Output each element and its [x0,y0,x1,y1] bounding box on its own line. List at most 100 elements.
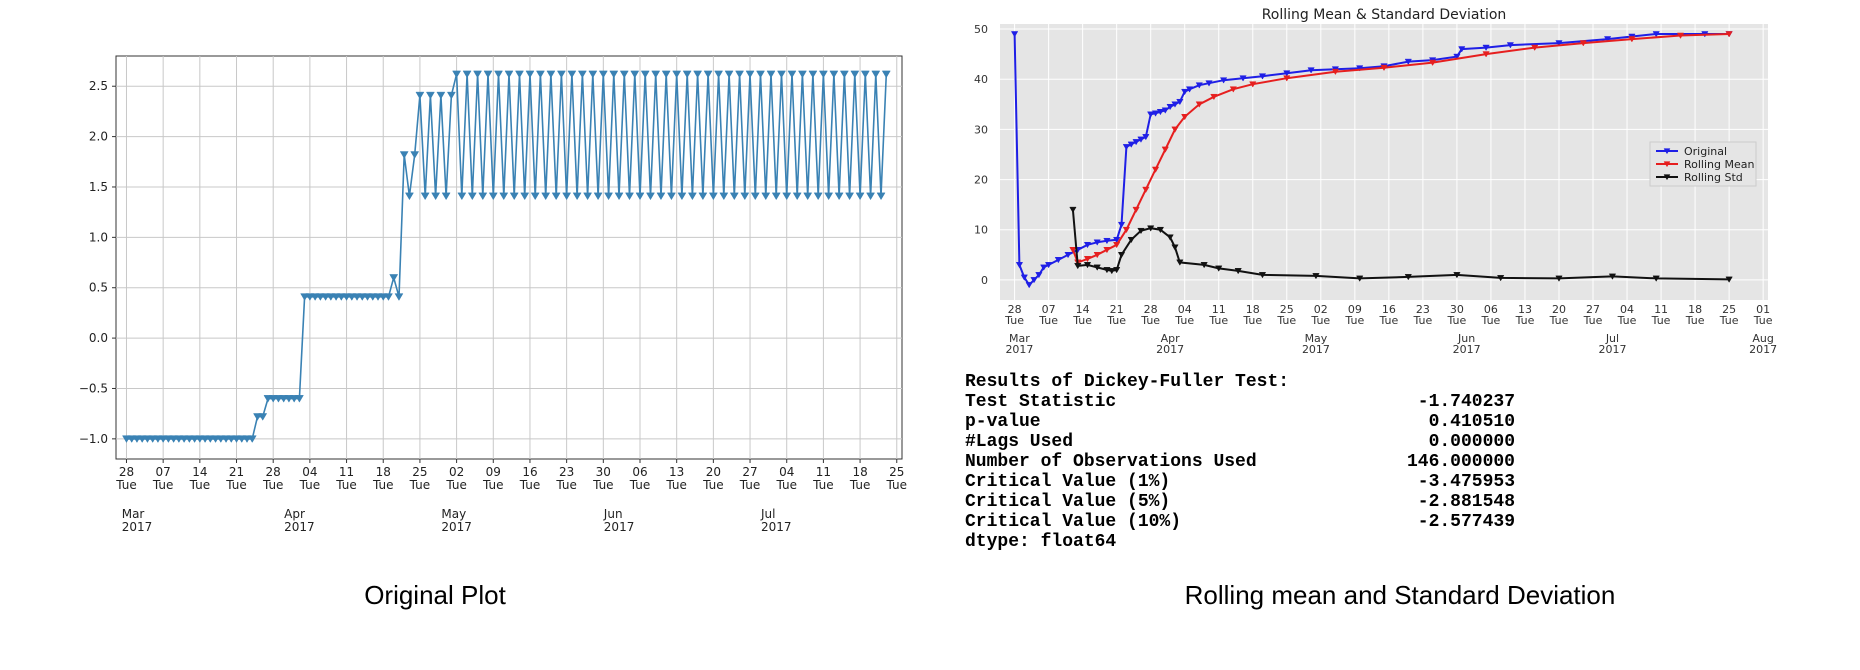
x-tick-weekday: Tue [1310,314,1330,327]
rolling-mean-marker [1628,36,1636,43]
x-tick-day: 16 [1382,303,1396,316]
original-plot-series [122,70,891,443]
original-plot-grid [116,56,902,459]
original-series-marker [593,192,603,201]
x-tick-weekday: Tue [482,478,504,492]
original-marker [1453,53,1461,60]
x-tick-weekday: Tue [665,478,687,492]
x-tick-weekday: Tue [372,478,394,492]
original-series-marker [703,70,713,79]
adf-row: Critical Value (10%) -2.577439 [965,512,1515,532]
original-series-marker [667,192,676,201]
original-marker [1103,237,1111,245]
x-year-label: 2017 [1156,343,1184,356]
original-series-marker [488,192,498,201]
x-year-label: 2017 [1598,343,1626,356]
rolling-std-marker [1404,274,1412,281]
original-series-marker [860,70,870,79]
original-series-marker [462,70,472,79]
x-tick-weekday: Tue [1344,314,1364,327]
original-series-marker [556,70,566,79]
original-plot-x-ticks: 28Tue07Tue14Tue21Tue28Tue04Tue11Tue18Tue… [115,459,907,534]
y-tick-label: 20 [974,174,988,187]
adf-row: Critical Value (5%) -2.881548 [965,492,1515,512]
adf-row-label: #Lags Used [965,432,1074,452]
x-month-label: Jun [1457,332,1475,345]
x-month-label: Mar [122,507,145,521]
x-tick-day: 20 [706,465,721,479]
original-series-marker [766,70,776,79]
x-tick-weekday: Tue [335,478,357,492]
original-series-marker [405,192,414,201]
original-marker [1054,257,1062,264]
y-tick-label: 0.5 [89,281,108,295]
x-tick-weekday: Tue [1174,314,1194,327]
original-marker [1015,262,1024,269]
x-tick-weekday: Tue [1617,314,1637,327]
original-marker [1122,144,1131,151]
rolling-mean-marker [1482,51,1490,58]
rolling-std-marker [1074,263,1082,270]
adf-title: Results of Dickey-Fuller Test: [965,372,1290,392]
original-series-marker [813,192,823,201]
rolling-std-marker [1166,234,1174,241]
original-series-marker [651,70,661,79]
x-tick-weekday: Tue [1140,314,1160,327]
rolling-mean-marker [1132,206,1140,214]
x-year-label: 2017 [1749,343,1777,356]
rolling-mean-marker [1579,40,1587,47]
y-tick-label: 40 [974,73,988,86]
original-marker [1166,103,1174,111]
original-series-marker [494,70,503,79]
original-series-marker [625,192,634,201]
rolling-mean-std-plot: Rolling Mean & Standard Deviation 010203… [974,7,1777,356]
original-series-marker [756,70,765,79]
x-tick-day: 09 [486,465,501,479]
x-tick-day: 04 [302,465,317,479]
original-series-marker [583,192,593,201]
x-tick-weekday: Tue [1208,314,1228,327]
original-series-marker [876,192,886,201]
original-marker [1176,98,1184,106]
original-marker [1040,264,1048,271]
original-series-marker [457,192,467,201]
rolling-std-marker [1725,276,1733,283]
original-marker [1652,31,1660,38]
original-series-marker [687,192,697,201]
x-tick-day: 30 [1450,303,1464,316]
original-series-marker [761,192,771,201]
original-series-marker [562,192,572,201]
x-tick-weekday: Tue [299,478,321,492]
original-marker [1156,109,1165,116]
x-tick-weekday: Tue [445,478,467,492]
x-tick-day: 14 [1076,303,1090,316]
x-tick-day: 23 [559,465,574,479]
rolling-std-marker [1171,244,1179,251]
rolling-mean-marker [1195,101,1203,108]
x-tick-day: 18 [376,465,391,479]
original-series-marker [499,192,509,201]
rolling-mean-marker [1283,75,1291,82]
original-plot: −1.0−0.50.00.51.01.52.02.5 28Tue07Tue14T… [79,55,907,534]
y-tick-label: −0.5 [79,381,108,395]
x-month-label: May [1305,332,1328,345]
original-series-marker [698,192,708,201]
x-year-label: 2017 [122,520,153,534]
original-series-marker [871,70,881,79]
adf-row-label: Test Statistic [965,392,1117,412]
x-tick-day: 20 [1552,303,1566,316]
x-tick-weekday: Tue [886,478,908,492]
rolling-std-marker [1147,225,1155,232]
x-tick-weekday: Tue [629,478,651,492]
original-marker [1025,282,1033,289]
original-series-marker [845,192,855,201]
x-tick-weekday: Tue [1583,314,1603,327]
x-tick-day: 11 [1654,303,1668,316]
x-tick-weekday: Tue [262,478,284,492]
rolling-plot-series [1010,31,1733,289]
legend-label-original: Original [1684,145,1727,158]
x-tick-day: 28 [119,465,134,479]
original-marker [1010,31,1019,38]
x-tick-day: 04 [1178,303,1192,316]
original-series-marker [384,293,393,301]
